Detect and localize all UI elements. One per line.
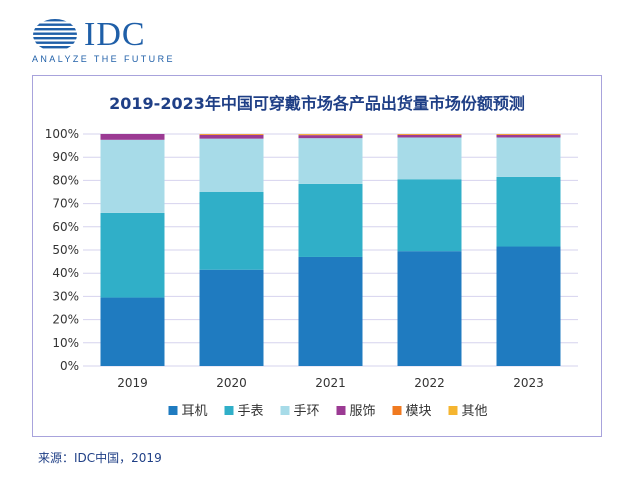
y-tick-label: 80% [52,173,79,187]
bar-segment [397,137,462,180]
idc-logo: IDC ANALYZE THE FUTURE [30,14,172,68]
bar-segment [100,134,165,140]
y-tick-label: 20% [52,313,79,327]
chart-panel: 2019-2023年中国可穿戴市场各产品出货量市场份额预测 0% 10% 20% 30… [32,75,602,437]
bar-segment [199,138,264,192]
x-tick-label: 2023 [513,376,544,390]
legend-label: 模块 [406,404,432,419]
bar-segment [496,246,561,366]
bar-segment [397,251,462,366]
chart-title: 2019-2023年中国可穿戴市场各产品出货量市场份额预测 [109,94,525,113]
bar-segment [298,256,363,366]
legend-swatch [392,406,402,415]
y-tick-label: 40% [52,266,79,280]
globe-icon [33,19,77,49]
logo-tagline: ANALYZE THE FUTURE [32,54,175,64]
bar-segment [496,176,561,247]
legend-swatch [336,406,346,415]
source-note: 来源：IDC中国，2019 [38,451,162,465]
bar-segment [397,179,462,252]
x-tick-label: 2019 [117,376,148,390]
y-tick-label: 90% [52,150,79,164]
bar-segment [298,183,363,257]
legend-label: 手环 [294,404,320,419]
bar-segment [298,134,363,135]
y-tick-label: 0% [60,359,79,373]
bar-segment [496,134,561,138]
y-tick-label: 70% [52,197,79,211]
legend-swatch [168,406,178,415]
bar-segment [496,137,561,177]
y-tick-label: 50% [52,243,79,257]
x-tick-label: 2020 [216,376,247,390]
logo-wordmark: IDC [84,16,146,53]
legend-label: 手表 [238,404,264,419]
legend-label: 其他 [462,404,488,419]
bar-segment [298,135,363,139]
bar-segment [199,269,264,366]
bar-segment [100,212,165,298]
bar-segment [298,138,363,184]
legend-label: 服饰 [350,404,376,419]
bar-segment [199,134,264,139]
bar-segment [199,192,264,270]
x-tick-label: 2022 [414,376,445,390]
legend-swatch [280,406,290,415]
legend-label: 耳机 [182,404,208,419]
y-tick-label: 60% [52,220,79,234]
y-tick-label: 100% [45,127,79,141]
stacked-bar-chart: 0% 10% 20% 30% 40% 50% 60% 70% 80% 90% 100% 2019 202… [45,127,578,419]
bar-segment [100,139,165,213]
legend-swatch [224,406,234,415]
y-tick-label: 30% [52,289,79,303]
bar-segment [100,297,165,366]
x-tick-label: 2021 [315,376,346,390]
y-tick-label: 10% [52,336,79,350]
bar-segment [397,134,462,138]
legend-swatch [448,406,458,415]
